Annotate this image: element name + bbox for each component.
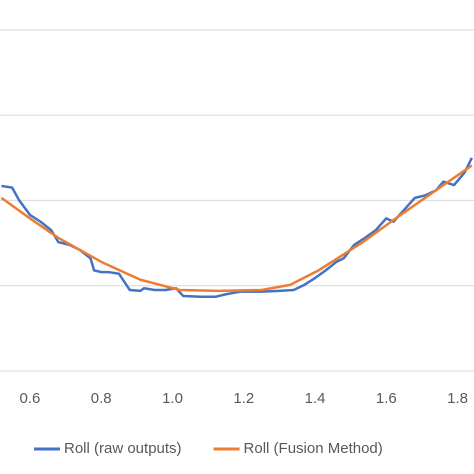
x-tick-label: 0.6 <box>20 390 41 407</box>
legend-label: Roll (raw outputs) <box>64 440 182 457</box>
line-series <box>1 157 473 299</box>
line-series <box>0 164 473 293</box>
x-tick-label: 1.4 <box>305 390 326 407</box>
x-tick-label: 1.0 <box>162 390 183 407</box>
x-tick-label: 0.8 <box>91 390 112 407</box>
x-tick-label: 1.8 <box>447 390 468 407</box>
x-tick-label: 1.2 <box>233 390 254 407</box>
x-tick-label: 1.6 <box>376 390 397 407</box>
legend-label: Roll (Fusion Method) <box>244 440 383 457</box>
